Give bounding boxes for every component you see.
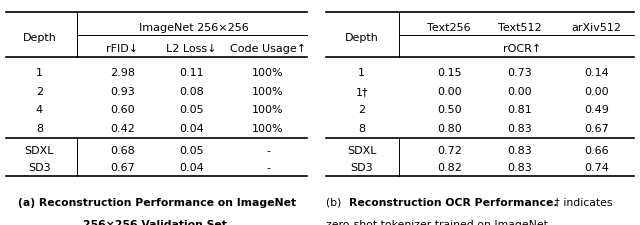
- Text: SD3: SD3: [351, 162, 373, 172]
- Text: 0.93: 0.93: [110, 86, 134, 97]
- Text: 0.68: 0.68: [110, 145, 134, 155]
- Text: rOCR↑: rOCR↑: [503, 43, 541, 54]
- Text: 1: 1: [358, 68, 365, 78]
- Text: 100%: 100%: [252, 68, 284, 78]
- Text: 0.67: 0.67: [110, 162, 134, 172]
- Text: 8: 8: [358, 123, 365, 133]
- Text: 0.08: 0.08: [179, 86, 204, 97]
- Text: Text256: Text256: [428, 22, 471, 32]
- Text: 0.42: 0.42: [110, 123, 134, 133]
- Text: Depth: Depth: [345, 33, 379, 43]
- Text: 0.00: 0.00: [508, 86, 532, 97]
- Text: 256×256 Validation Set.: 256×256 Validation Set.: [83, 219, 231, 225]
- Text: 0.80: 0.80: [437, 123, 461, 133]
- Text: 0.67: 0.67: [584, 123, 609, 133]
- Text: 0.83: 0.83: [508, 123, 532, 133]
- Text: 0.05: 0.05: [179, 105, 204, 115]
- Text: Text512: Text512: [498, 22, 541, 32]
- Text: (a) Reconstruction Performance on ImageNet: (a) Reconstruction Performance on ImageN…: [18, 197, 296, 207]
- Text: 1: 1: [36, 68, 43, 78]
- Text: 0.00: 0.00: [584, 86, 609, 97]
- Text: 0.82: 0.82: [437, 162, 461, 172]
- Text: 0.05: 0.05: [179, 145, 204, 155]
- Text: L2 Loss↓: L2 Loss↓: [166, 43, 217, 54]
- Text: 0.60: 0.60: [110, 105, 134, 115]
- Text: ImageNet 256×256: ImageNet 256×256: [139, 22, 249, 32]
- Text: 2: 2: [358, 105, 365, 115]
- Text: † indicates: † indicates: [550, 197, 612, 207]
- Text: 0.14: 0.14: [584, 68, 609, 78]
- Text: 0.74: 0.74: [584, 162, 609, 172]
- Text: 100%: 100%: [252, 86, 284, 97]
- Text: 0.15: 0.15: [437, 68, 461, 78]
- Text: -: -: [266, 145, 270, 155]
- Text: 0.04: 0.04: [179, 162, 204, 172]
- Text: 8: 8: [36, 123, 43, 133]
- Text: 100%: 100%: [252, 105, 284, 115]
- Text: 0.72: 0.72: [437, 145, 461, 155]
- Text: 0.50: 0.50: [437, 105, 461, 115]
- Text: Reconstruction OCR Performance.: Reconstruction OCR Performance.: [349, 197, 558, 207]
- Text: 0.81: 0.81: [508, 105, 532, 115]
- Text: SDXL: SDXL: [25, 145, 54, 155]
- Text: 1†: 1†: [355, 86, 368, 97]
- Text: (b): (b): [326, 197, 345, 207]
- Text: 0.83: 0.83: [508, 162, 532, 172]
- Text: rFID↓: rFID↓: [106, 43, 138, 54]
- Text: 2: 2: [36, 86, 43, 97]
- Text: arXiv512: arXiv512: [572, 22, 621, 32]
- Text: 0.11: 0.11: [179, 68, 204, 78]
- Text: 0.83: 0.83: [508, 145, 532, 155]
- Text: SDXL: SDXL: [347, 145, 376, 155]
- Text: 2.98: 2.98: [109, 68, 134, 78]
- Text: 100%: 100%: [252, 123, 284, 133]
- Text: zero-shot tokenizer trained on ImageNet.: zero-shot tokenizer trained on ImageNet.: [326, 219, 552, 225]
- Text: -: -: [266, 162, 270, 172]
- Text: 0.00: 0.00: [437, 86, 461, 97]
- Text: Code Usage↑: Code Usage↑: [230, 43, 306, 54]
- Text: 0.49: 0.49: [584, 105, 609, 115]
- Text: Depth: Depth: [22, 33, 56, 43]
- Text: 4: 4: [36, 105, 43, 115]
- Text: 0.66: 0.66: [584, 145, 609, 155]
- Text: SD3: SD3: [28, 162, 51, 172]
- Text: 0.73: 0.73: [508, 68, 532, 78]
- Text: 0.04: 0.04: [179, 123, 204, 133]
